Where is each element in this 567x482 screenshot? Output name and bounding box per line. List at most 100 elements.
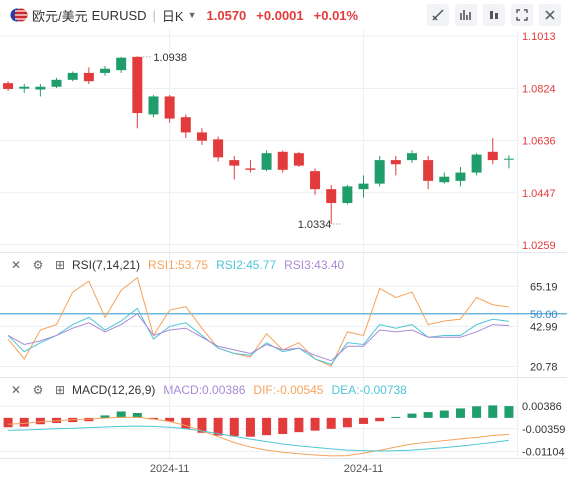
macd-histogram-bar xyxy=(197,417,207,433)
candle-body xyxy=(148,96,159,115)
rsi-tick-label: 20.78 xyxy=(530,362,558,374)
candle-body xyxy=(471,154,482,173)
price-tick-label: 1.1013 xyxy=(522,31,556,43)
macd-tick-label: 0.00386 xyxy=(522,401,562,413)
price-tick-label: 1.0824 xyxy=(522,83,556,95)
candle-body xyxy=(213,139,224,158)
pair-symbol: EURUSD xyxy=(91,7,147,23)
candle-body xyxy=(35,86,46,90)
macd-legend: ✕ ⚙ ⊞ MACD(12,26,9) MACD:0.00386 DIF:-0.… xyxy=(0,381,407,399)
macd-histogram-bar xyxy=(148,417,158,420)
macd-histogram-bar xyxy=(455,408,465,418)
rsi2-value: RSI2:45.77 xyxy=(216,258,277,272)
candle-body xyxy=(100,68,111,73)
candle-body xyxy=(455,172,466,181)
compare-icon[interactable] xyxy=(483,4,505,26)
settings-icon[interactable] xyxy=(539,4,561,26)
rsi-tick-label: 65.19 xyxy=(530,281,558,293)
candle-body xyxy=(487,151,498,161)
macd-histogram-bar xyxy=(342,417,352,428)
candle-body xyxy=(51,79,62,87)
macd-label: MACD(12,26,9) xyxy=(72,383,156,397)
candle-body xyxy=(19,86,30,89)
macd-histogram-bar xyxy=(229,417,239,437)
macd-histogram-bar xyxy=(181,417,191,429)
header-divider: | xyxy=(152,7,156,23)
rsi-series-line xyxy=(7,276,509,367)
candle-body xyxy=(245,168,256,170)
hide-indicator-icon[interactable]: ✕ xyxy=(10,258,22,272)
chart-header: 欧元/美元 EURUSD | 日K ▼ 1.0570 +0.0001 +0.01… xyxy=(0,0,567,30)
candle-body xyxy=(67,72,78,80)
price-tick-label: 1.0636 xyxy=(522,135,556,147)
pair-name: 欧元/美元 xyxy=(32,8,88,24)
candle-body xyxy=(310,171,321,190)
macd-histogram-bar xyxy=(407,413,417,418)
rsi-label: RSI(7,14,21) xyxy=(72,258,141,272)
rsi-series-line xyxy=(7,313,509,362)
hide-indicator-icon[interactable]: ✕ xyxy=(10,383,22,397)
candle-body xyxy=(229,160,240,166)
price-tick-label: 1.0259 xyxy=(522,240,556,252)
indicator-settings-icon[interactable]: ⚙ xyxy=(32,258,44,272)
macd-histogram-bar xyxy=(3,417,13,428)
time-axis-label: 2024-11 xyxy=(344,463,384,475)
macd-histogram-bar xyxy=(68,417,78,423)
candle-body xyxy=(3,83,14,89)
candle-body xyxy=(83,72,94,82)
macd-histogram-bar xyxy=(294,417,304,433)
draw-tools-icon[interactable] xyxy=(427,4,449,26)
macd-series-line xyxy=(8,425,509,452)
candle-body xyxy=(390,160,401,165)
macd-histogram-bar xyxy=(262,417,272,436)
period-selector[interactable]: 日K xyxy=(161,8,184,24)
rsi3-value: RSI3:43.40 xyxy=(284,258,345,272)
macd-histogram-bar xyxy=(326,417,336,429)
macd-histogram-bar xyxy=(504,406,514,418)
macd-value: MACD:0.00386 xyxy=(163,383,246,397)
macd-histogram-bar xyxy=(488,405,498,418)
candle-body xyxy=(326,189,337,204)
dif-value: DIF:-0.00545 xyxy=(253,383,324,397)
candle-body xyxy=(358,183,369,190)
macd-histogram-bar xyxy=(245,417,255,437)
expand-indicator-icon[interactable]: ⊞ xyxy=(54,258,66,272)
candle-body xyxy=(164,96,175,119)
candle-body xyxy=(342,186,353,204)
candle-body xyxy=(503,158,514,160)
macd-histogram-bar xyxy=(132,412,142,418)
candle-body xyxy=(132,56,143,114)
macd-histogram-bar xyxy=(116,411,126,418)
macd-tick-label: -0.01104 xyxy=(522,446,565,458)
indicator-settings-icon[interactable]: ⚙ xyxy=(32,383,44,397)
rsi-legend: ✕ ⚙ ⊞ RSI(7,14,21) RSI1:53.75 RSI2:45.77… xyxy=(0,256,344,274)
macd-histogram-bar xyxy=(359,417,369,424)
macd-histogram-bar xyxy=(100,415,110,418)
candle-body xyxy=(439,176,450,183)
macd-series-line xyxy=(8,416,509,457)
macd-histogram-bar xyxy=(165,417,175,422)
dea-value: DEA:-0.00738 xyxy=(331,383,407,397)
macd-histogram-bar xyxy=(310,417,320,431)
macd-histogram-bar xyxy=(213,417,223,436)
indicators-icon[interactable] xyxy=(455,4,477,26)
macd-histogram-bar xyxy=(375,417,385,422)
macd-histogram-bar xyxy=(439,410,449,418)
macd-histogram-bar xyxy=(423,412,433,418)
macd-histogram-bar xyxy=(84,417,94,422)
candle-body xyxy=(180,117,191,133)
fullscreen-icon[interactable] xyxy=(511,4,533,26)
rsi-series-line xyxy=(7,307,509,365)
macd-tick-label: -0.00359 xyxy=(522,424,565,436)
time-axis-label: 2024-11 xyxy=(150,463,190,475)
chart-toolbar xyxy=(427,4,561,26)
rsi1-value: RSI1:53.75 xyxy=(148,258,209,272)
price-change-pct: +0.01% xyxy=(313,7,359,23)
macd-histogram-bar xyxy=(35,417,45,425)
rsi-reference-label: 50.00 xyxy=(530,309,558,321)
macd-histogram-bar xyxy=(52,417,62,424)
chevron-down-icon[interactable]: ▼ xyxy=(187,10,197,20)
expand-indicator-icon[interactable]: ⊞ xyxy=(54,383,66,397)
macd-histogram-bar xyxy=(472,406,482,418)
